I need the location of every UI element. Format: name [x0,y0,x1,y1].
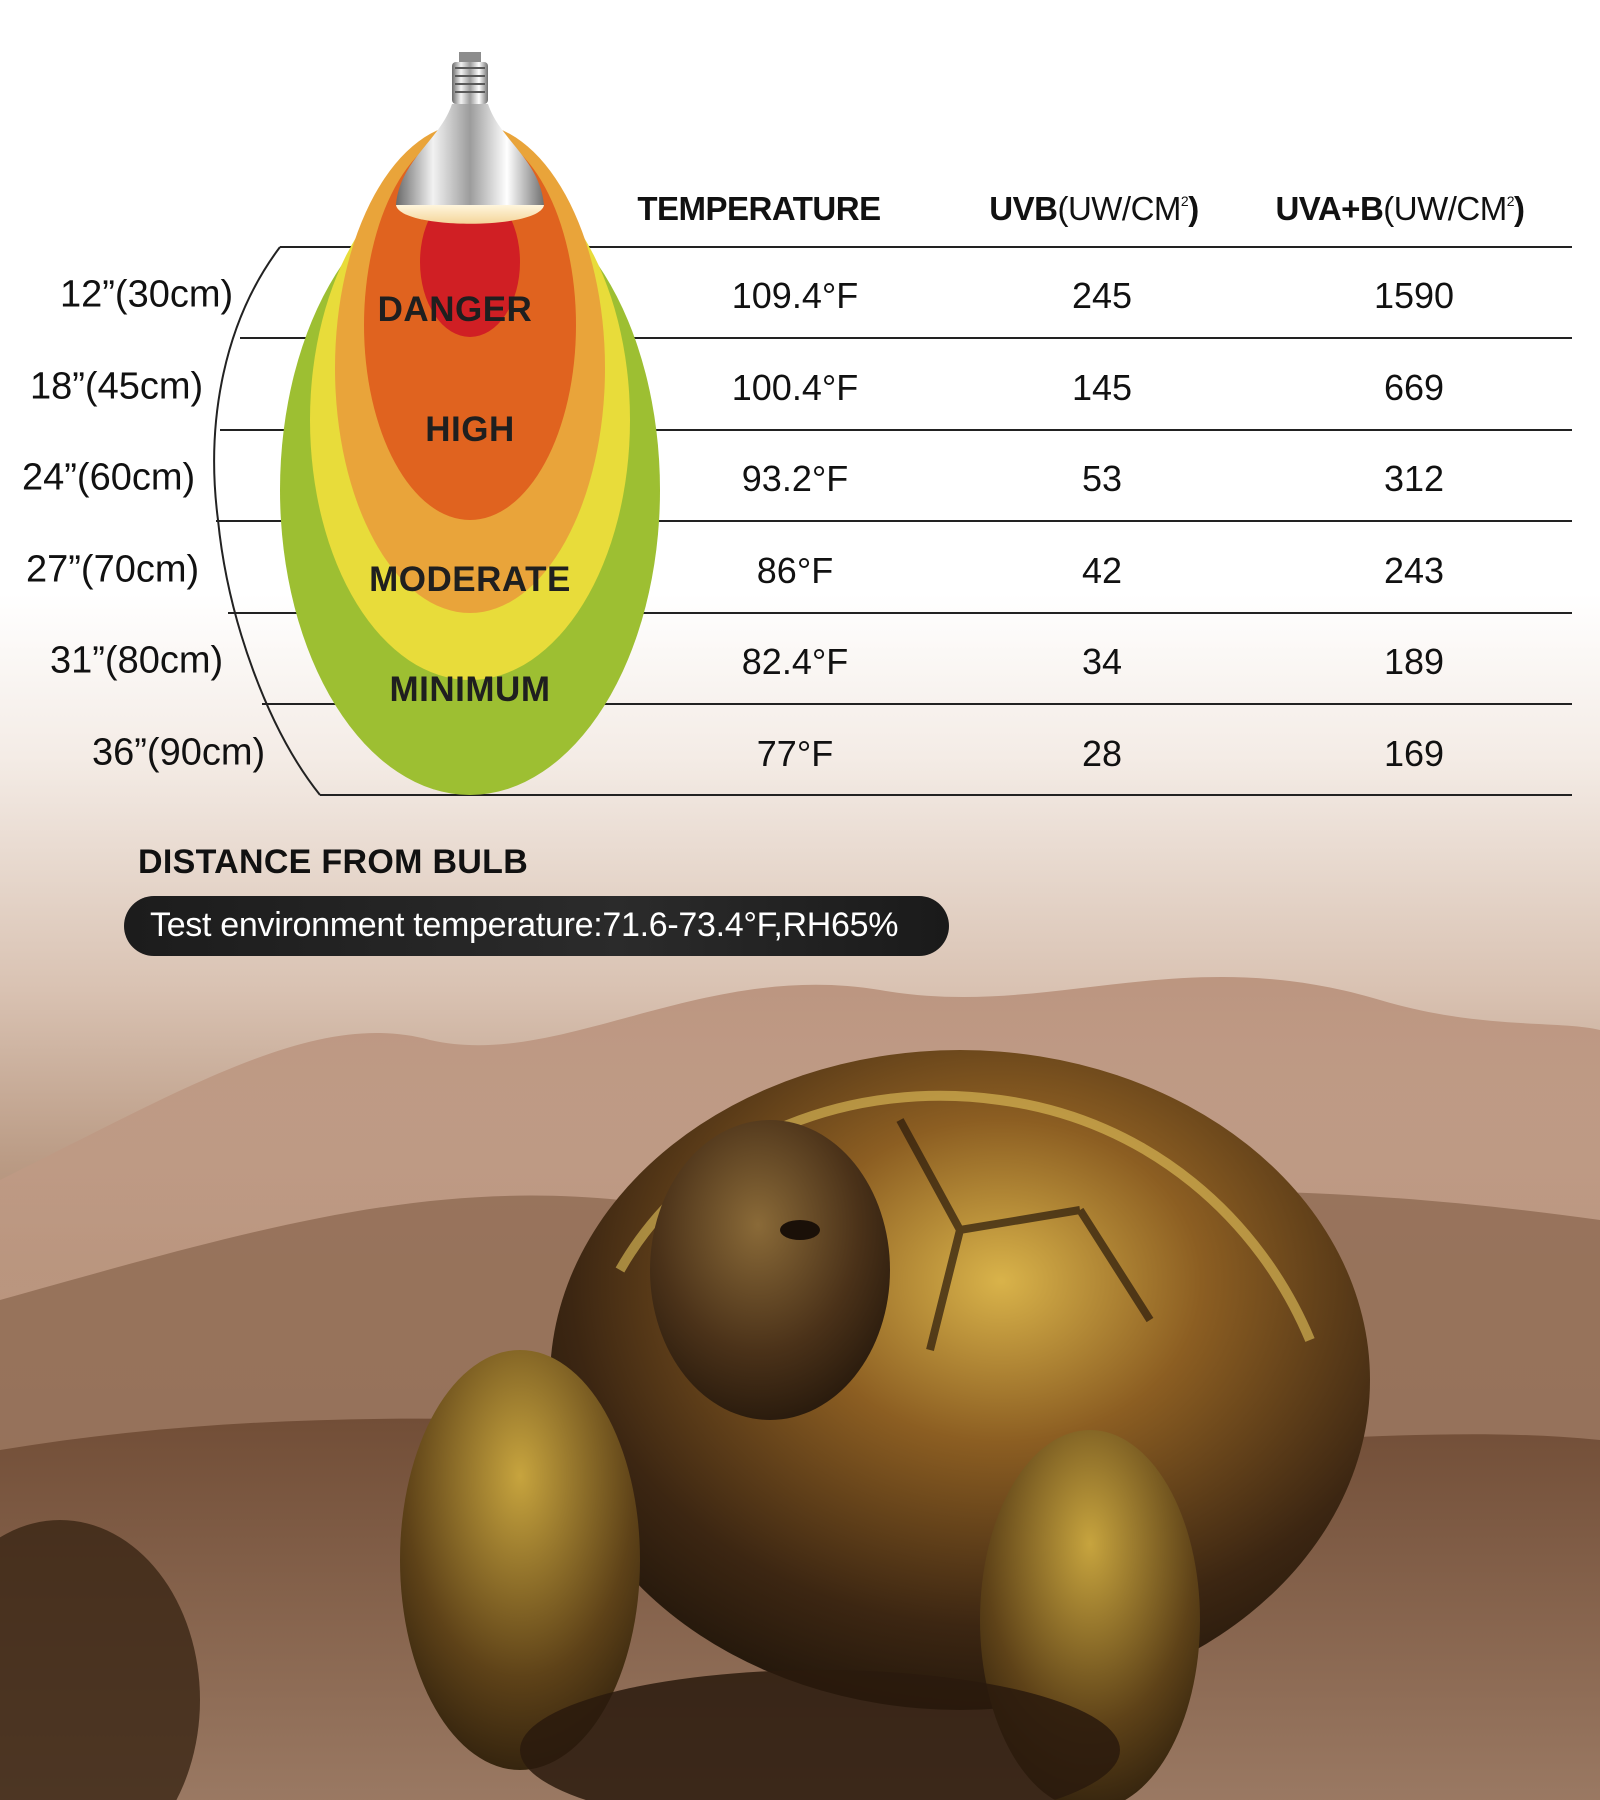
distance-from-bulb-title: DISTANCE FROM BULB [138,843,529,881]
temperature-cell-5: 82.4°F [741,641,849,682]
test-environment-text: Test environment temperature:71.6-73.4°F… [150,906,899,944]
bulb-icon [396,52,544,224]
temperature-cell-2: 100.4°F [731,367,859,408]
header-uvab: UVA+B(UW/CM2) [1275,190,1525,227]
uvb-cell-4: 42 [1081,550,1123,591]
heat-zones [280,123,660,795]
zone-label-danger: DANGER [377,290,533,329]
temperature-cell-6: 77°F [756,733,834,774]
distance-label-1: 12”(30cm) [60,273,234,316]
distance-label-5: 31”(80cm) [50,639,224,682]
temperature-cell-1: 109.4°F [731,275,859,316]
uvab-cell-6: 169 [1383,733,1445,774]
zone-danger-shape [420,187,520,337]
zone-label-moderate: MODERATE [369,560,571,599]
uvb-cell-2: 145 [1071,367,1133,408]
uvab-cell-2: 669 [1383,367,1445,408]
distance-label-2: 18”(45cm) [30,365,204,408]
distance-label-3: 24”(60cm) [22,456,196,499]
uvab-cell-1: 1590 [1373,275,1455,316]
temperature-cell-4: 86°F [756,550,834,591]
zone-label-minimum: MINIMUM [389,670,551,709]
uvb-cell-3: 53 [1081,458,1123,499]
header-uvb: UVB(UW/CM2) [989,190,1199,227]
uvab-cell-3: 312 [1383,458,1445,499]
uvb-cell-1: 245 [1071,275,1133,316]
zone-label-high: HIGH [425,410,515,449]
test-environment-badge: Test environment temperature:71.6-73.4°F… [124,896,949,956]
uvb-cell-5: 34 [1081,641,1123,682]
distance-bracket [213,246,321,796]
distance-label-6: 36”(90cm) [92,731,266,774]
header-temperature: TEMPERATURE [637,190,881,227]
uvab-cell-5: 189 [1383,641,1445,682]
uvb-cell-6: 28 [1081,733,1123,774]
uvab-cell-4: 243 [1383,550,1445,591]
distance-label-4: 27”(70cm) [26,548,200,591]
temperature-cell-3: 93.2°F [741,458,849,499]
